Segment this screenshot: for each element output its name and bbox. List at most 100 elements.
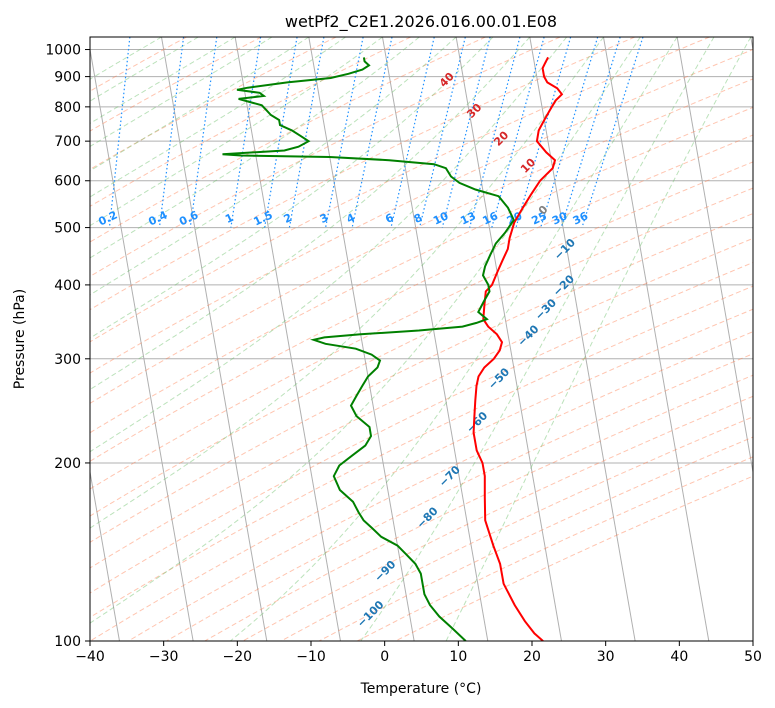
y-tick-label: 1000 (45, 43, 81, 59)
mixing-ratio-line (419, 37, 466, 228)
dry-adiabat-line (90, 37, 262, 132)
dry-adiabat-line (357, 456, 753, 641)
mixing-ratio-line (581, 37, 644, 228)
isotherm-line (381, 37, 489, 641)
dry-adiabat-line (90, 308, 753, 641)
mixing-ratio-label: 13 (458, 209, 477, 227)
moist-adiabat-line (90, 37, 346, 198)
mixing-ratio-line (324, 37, 364, 228)
isotherm-line (234, 37, 341, 641)
isotherm-line (750, 37, 753, 53)
dry-adiabat-line (90, 237, 753, 569)
mixing-ratio-label: 2 (282, 211, 294, 226)
moist-adiabat-line (90, 37, 310, 172)
isotherm-line (90, 469, 120, 641)
mixing-ratio-line (351, 37, 393, 228)
dry-adiabat-line (90, 37, 636, 311)
background-lines (63, 37, 753, 641)
x-tick-label: −30 (149, 649, 179, 665)
dry-adiabat-line (90, 187, 753, 517)
isotherm-line (90, 46, 194, 641)
x-tick-label: 50 (744, 649, 762, 665)
dry-adiabat-line (90, 37, 561, 277)
isotherm-line (160, 37, 268, 641)
moist-adiabat-label: 10 (518, 155, 538, 175)
isotherm-line (455, 37, 562, 641)
dewpoint-profile-line (222, 57, 515, 641)
moist-adiabat-line (445, 37, 752, 641)
y-tick-label: 600 (54, 174, 81, 190)
mixing-ratio-line (63, 37, 80, 228)
dry-adiabat-label: −40 (515, 322, 542, 349)
mixing-ratio-line (158, 37, 185, 228)
mixing-ratio-line (189, 37, 218, 228)
x-tick-label: −10 (296, 649, 326, 665)
y-axis-label: Pressure (hPa) (12, 289, 28, 389)
x-tick-label: 40 (670, 649, 688, 665)
mixing-ratio-line (515, 37, 572, 228)
dry-adiabat-line (242, 395, 753, 641)
plot-frame (89, 36, 754, 642)
moist-adiabat-line (90, 37, 457, 296)
x-tick-label: 10 (449, 649, 467, 665)
mixing-ratio-line (540, 37, 599, 228)
y-tick-label: 200 (54, 456, 81, 472)
mixing-ratio-label: 0.2 (96, 208, 119, 228)
x-tick-label: 20 (523, 649, 541, 665)
dry-adiabat-line (90, 261, 753, 594)
mixing-ratio-line (230, 37, 262, 228)
y-tick-label: 500 (54, 221, 81, 237)
moist-adiabat-line (90, 37, 420, 259)
dry-adiabat-line (90, 161, 753, 490)
y-tick-label: 400 (54, 278, 81, 294)
mixing-ratio-label: 1 (223, 211, 235, 226)
dry-adiabat-line (128, 331, 753, 641)
dry-adiabat-line (318, 436, 753, 641)
x-tick-label: 30 (597, 649, 615, 665)
y-tick-label: 900 (54, 70, 81, 86)
dry-adiabat-line (166, 353, 753, 641)
y-tick-label: 100 (54, 634, 81, 650)
dry-adiabat-label: −10 (552, 236, 579, 263)
dry-adiabat-label: −90 (372, 558, 399, 585)
moist-adiabat-line (90, 37, 604, 529)
x-tick-label: 0 (380, 649, 389, 665)
moist-adiabat-line (90, 37, 199, 102)
mixing-ratio-line (560, 37, 621, 228)
mixing-ratio-label: 36 (571, 209, 591, 227)
dry-adiabat-line (90, 106, 753, 434)
dry-adiabat-line (90, 78, 753, 404)
isotherm-line (676, 37, 753, 475)
dry-adiabat-label: −100 (355, 598, 387, 630)
dry-adiabat-line (90, 48, 753, 374)
mixing-ratio-label: 1.5 (252, 208, 275, 228)
mixing-ratio-label: 25 (530, 209, 549, 227)
dry-adiabat-line (395, 475, 753, 641)
adiabat-labels: 0.1 0.2 0.4 0.6 1 1.5 2 3 4 6 8 10 13 16 20 25 30 36−100−… (96, 70, 591, 630)
moist-adiabat-line (90, 37, 273, 148)
y-tick-label: 700 (54, 134, 81, 150)
mixing-ratio-line (469, 37, 521, 228)
dry-adiabat-line (204, 374, 753, 641)
mixing-ratio-line (264, 37, 298, 228)
moist-adiabat-line (90, 37, 236, 124)
mixing-ratio-label: 30 (550, 209, 570, 227)
x-axis: −40 −30 −20 −10 0 10 20 30 40 50 (75, 641, 762, 665)
x-tick-label: −40 (75, 649, 105, 665)
profile-lines (222, 56, 564, 641)
dry-adiabat-line (90, 37, 337, 170)
y-tick-label: 800 (54, 100, 81, 116)
moist-adiabat-line (90, 37, 494, 339)
dry-adiabat-label: −50 (486, 365, 513, 392)
moist-adiabat-label: 40 (437, 70, 457, 90)
chart-title: wetPf2_C2E1.2026.016.00.01.E08 (285, 12, 557, 32)
isotherm-line (308, 37, 415, 641)
x-tick-label: −20 (223, 649, 253, 665)
dry-adiabat-line (90, 134, 753, 462)
mixing-ratio-label: 4 (344, 211, 357, 226)
y-axis: 100 200 300 400 500 600 700 800 900 1000 (45, 43, 90, 650)
moist-adiabat-line (230, 37, 678, 641)
mixing-ratio-line (491, 37, 545, 228)
mixing-ratio-label: 16 (481, 209, 501, 227)
